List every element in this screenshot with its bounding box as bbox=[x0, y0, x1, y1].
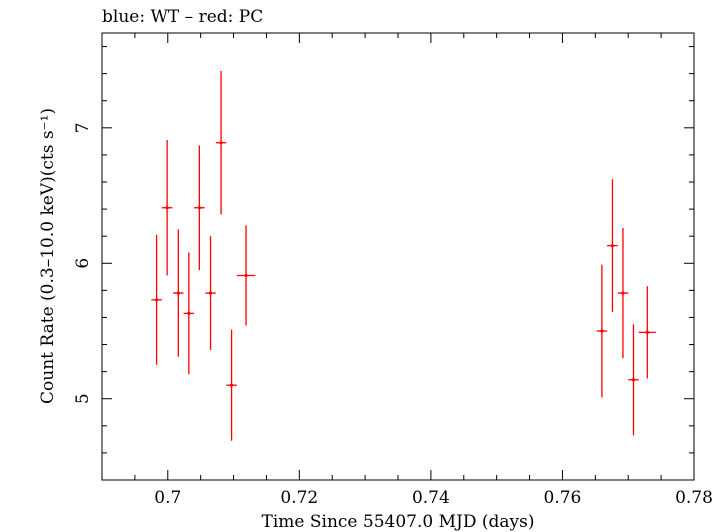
data-point bbox=[173, 229, 184, 357]
data-point bbox=[226, 329, 237, 441]
data-point bbox=[596, 264, 608, 398]
data-point bbox=[617, 228, 629, 359]
plot-border bbox=[101, 32, 695, 481]
x-tick-label: 0.78 bbox=[675, 488, 713, 508]
chart-caption: blue: WT – red: PC bbox=[102, 7, 263, 27]
data-point bbox=[205, 236, 216, 350]
data-point bbox=[236, 225, 256, 326]
data-marker bbox=[229, 383, 234, 387]
data-point bbox=[607, 179, 618, 313]
data-point bbox=[194, 145, 205, 271]
data-marker bbox=[165, 206, 169, 210]
plot-frame bbox=[101, 32, 695, 481]
data-marker bbox=[176, 291, 180, 295]
data-point bbox=[151, 234, 162, 365]
data-marker bbox=[154, 298, 159, 302]
data-point bbox=[628, 324, 639, 436]
x-axis-label: Time Since 55407.0 MJD (days) bbox=[262, 512, 535, 532]
data-marker bbox=[645, 330, 649, 334]
x-axis: 0.7 0.72 0.74 0.76 0.78 bbox=[101, 33, 713, 508]
data-marker bbox=[621, 291, 625, 295]
y-axis: 5 6 7 bbox=[73, 46, 694, 481]
data-marker bbox=[219, 141, 223, 145]
y-tick-label: 7 bbox=[73, 122, 93, 133]
data-point bbox=[161, 140, 173, 276]
x-tick-label: 0.72 bbox=[280, 488, 318, 508]
y-axis-label: Count Rate (0.3–10.0 keV)(cts s⁻¹) bbox=[38, 108, 58, 404]
x-tick-label: 0.74 bbox=[412, 488, 450, 508]
y-tick-label: 5 bbox=[73, 393, 93, 404]
y-tick-label: 6 bbox=[73, 258, 93, 269]
data-point bbox=[638, 286, 656, 379]
data-point bbox=[215, 70, 227, 215]
data-marker bbox=[631, 378, 636, 382]
data-marker bbox=[610, 244, 615, 248]
x-tick-label: 0.7 bbox=[154, 488, 181, 508]
data-marker bbox=[197, 206, 201, 210]
data-marker bbox=[600, 329, 604, 333]
data-marker bbox=[187, 311, 191, 315]
x-tick-label: 0.76 bbox=[544, 488, 582, 508]
data-marker bbox=[208, 291, 213, 295]
data-marker bbox=[244, 273, 248, 278]
data-layer bbox=[151, 70, 656, 441]
data-point bbox=[183, 252, 195, 375]
